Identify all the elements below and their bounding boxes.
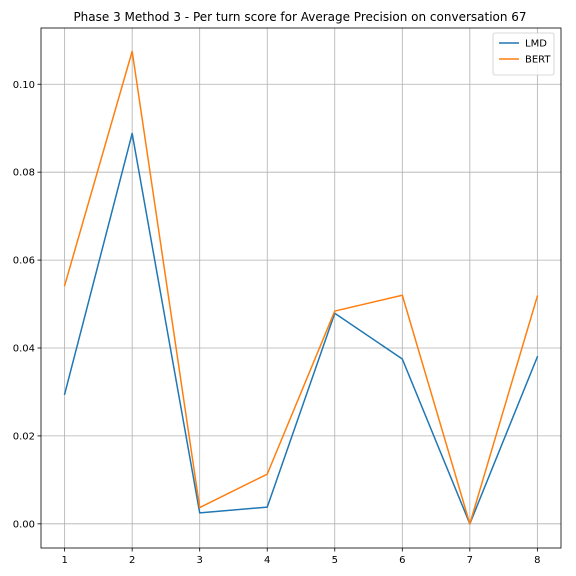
legend-label-lmd: LMD <box>525 39 547 50</box>
y-tick-label: 0.00 <box>13 519 35 530</box>
x-tick-label: 5 <box>332 555 338 566</box>
x-tick-label: 6 <box>399 555 405 566</box>
y-tick-label: 0.08 <box>13 168 35 179</box>
x-tick-label: 7 <box>467 555 473 566</box>
chart-title: Phase 3 Method 3 - Per turn score for Av… <box>73 10 526 24</box>
y-tick-label: 0.06 <box>13 256 35 267</box>
legend-label-bert: BERT <box>525 55 551 66</box>
y-tick-label: 0.04 <box>13 344 35 355</box>
plot-lines <box>63 50 539 525</box>
y-tick-label: 0.02 <box>13 431 35 442</box>
legend: LMD BERT <box>492 32 555 76</box>
x-tick-label: 2 <box>129 555 135 566</box>
grid <box>41 28 561 548</box>
plot-area <box>40 27 562 549</box>
x-tick-label: 8 <box>534 555 540 566</box>
series-line-bert <box>63 50 539 525</box>
x-tick-label: 3 <box>197 555 203 566</box>
x-tick-label: 1 <box>61 555 67 566</box>
series-line-lmd <box>63 132 539 525</box>
axis-ticks: 1 2 3 4 5 6 7 8 0.00 0.02 0.04 0.06 0.08 0.10 <box>13 80 541 566</box>
y-tick-label: 0.10 <box>13 80 35 91</box>
x-tick-label: 4 <box>264 555 270 566</box>
